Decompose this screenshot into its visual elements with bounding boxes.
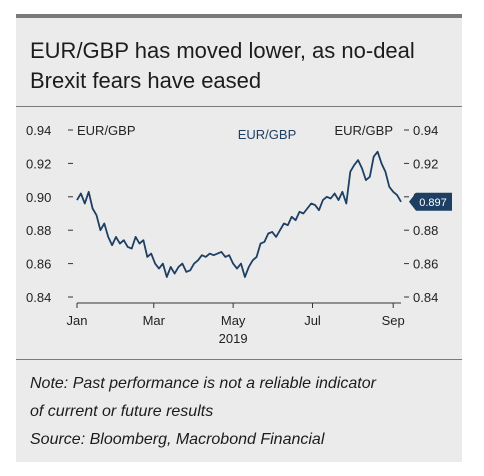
y-tick-label-right: 0.84	[413, 290, 438, 305]
y-tick-label-left: 0.84	[26, 290, 51, 305]
x-tick-label: Jan	[67, 313, 88, 328]
last-value-label: 0.897	[419, 197, 447, 209]
y-tick-label-left: 0.86	[26, 257, 51, 272]
note-line-2: of current or future results	[30, 403, 214, 420]
y-tick-label-right: 0.88	[413, 223, 438, 238]
x-tick-label: Sep	[382, 313, 405, 328]
series-label: EUR/GBP	[238, 127, 297, 142]
source-line: Source: Bloomberg, Macrobond Financial	[30, 431, 325, 448]
y-tick-label-right: 0.94	[413, 123, 438, 138]
y-tick-label-left: 0.94	[26, 123, 51, 138]
year-label: 2019	[219, 331, 248, 346]
eurgbp-series-line	[76, 150, 402, 278]
line-chart: 0.940.940.920.920.900.900.880.880.860.86…	[26, 123, 452, 346]
notes-divider	[16, 359, 462, 360]
y-tick-label-left: 0.90	[26, 190, 51, 205]
last-value-badge	[409, 192, 452, 211]
y-tick-label-right: 0.92	[413, 156, 438, 171]
title-line-1: EUR/GBP has moved lower, as no-deal	[30, 38, 415, 63]
x-tick-label: Mar	[143, 313, 166, 328]
x-tick-label: Jul	[304, 313, 321, 328]
title-line-2: Brexit fears have eased	[30, 68, 262, 93]
y-tick-label-right: 0.86	[413, 257, 438, 272]
y-tick-label-left: 0.88	[26, 223, 51, 238]
chart-panel: EUR/GBP has moved lower, as no-deal Brex…	[16, 14, 462, 462]
chart-title: EUR/GBP has moved lower, as no-deal Brex…	[30, 36, 450, 96]
note-line-1: Note: Past performance is not a reliable…	[30, 375, 376, 392]
left-axis-label: EUR/GBP	[77, 123, 136, 138]
notes: Note: Past performance is not a reliable…	[30, 370, 450, 454]
title-divider	[16, 106, 462, 107]
y-tick-label-left: 0.92	[26, 156, 51, 171]
x-tick-label: May	[221, 313, 246, 328]
right-axis-label: EUR/GBP	[334, 123, 393, 138]
